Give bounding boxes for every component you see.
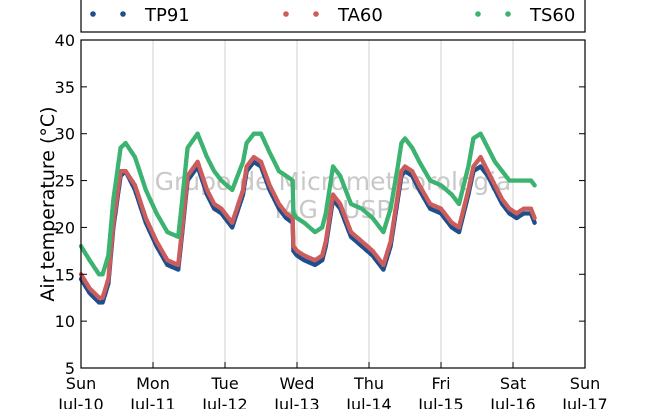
- x-tick-label-day: Fri: [431, 374, 450, 393]
- data-point: [532, 183, 537, 188]
- x-tick-label-date: Jul-10: [57, 395, 103, 409]
- legend-marker: [283, 11, 289, 17]
- legend: TP91 TA60 TS60: [80, 0, 586, 33]
- y-tick-label: 25: [55, 172, 75, 191]
- x-tick-label-date: Jul-12: [201, 395, 247, 409]
- x-tick-label-day: Wed: [280, 374, 315, 393]
- y-tick-label: 10: [55, 312, 75, 331]
- legend-marker: [120, 11, 126, 17]
- x-tick-label-date: Jul-15: [417, 395, 463, 409]
- legend-marker: [475, 11, 481, 17]
- y-tick-label: 30: [55, 125, 75, 144]
- x-tick-label-day: Sat: [500, 374, 526, 393]
- x-tick-label-date: Jul-11: [129, 395, 175, 409]
- legend-marker: [313, 11, 319, 17]
- axis-layer: 5 10 15 20 25 30 35 40 Sun Jul-10 Mon Jul-11 Tue Jul-…: [55, 31, 608, 409]
- grid-layer: [152, 40, 514, 368]
- x-tick-label-date: Jul-16: [489, 395, 535, 409]
- x-tick-label-day: Mon: [136, 374, 170, 393]
- x-tick-label-day: Sun: [66, 374, 96, 393]
- y-axis-label: Air temperature (°C): [37, 106, 59, 301]
- legend-item-TA60: TA60: [283, 5, 383, 26]
- legend-marker: [90, 11, 96, 17]
- legend-label: TS60: [529, 5, 575, 26]
- x-tick-label-date: Jul-13: [273, 395, 319, 409]
- legend-label: TP91: [144, 5, 190, 26]
- legend-marker: [505, 11, 511, 17]
- x-tick-label-date: Jul-17: [561, 395, 607, 409]
- y-tick-label: 20: [55, 218, 75, 237]
- y-tick-label: 5: [65, 359, 75, 378]
- plot-frame: [80, 39, 586, 369]
- x-tick-label-day: Sun: [570, 374, 600, 393]
- y-tick-label: 40: [55, 31, 75, 50]
- y-tick-label: 15: [55, 265, 75, 284]
- data-point: [532, 215, 537, 221]
- series-TS60: [78, 131, 537, 277]
- x-tick-label-day: Tue: [210, 374, 238, 393]
- data-point: [532, 220, 537, 225]
- y-tick-label: 35: [55, 78, 75, 97]
- x-tick-label-day: Thu: [353, 374, 384, 393]
- legend-label: TA60: [337, 5, 383, 26]
- legend-box: [80, 0, 586, 33]
- legend-item-TS60: TS60: [475, 5, 575, 26]
- x-tick-label-date: Jul-14: [345, 395, 391, 409]
- legend-item-TP91: TP91: [90, 5, 190, 26]
